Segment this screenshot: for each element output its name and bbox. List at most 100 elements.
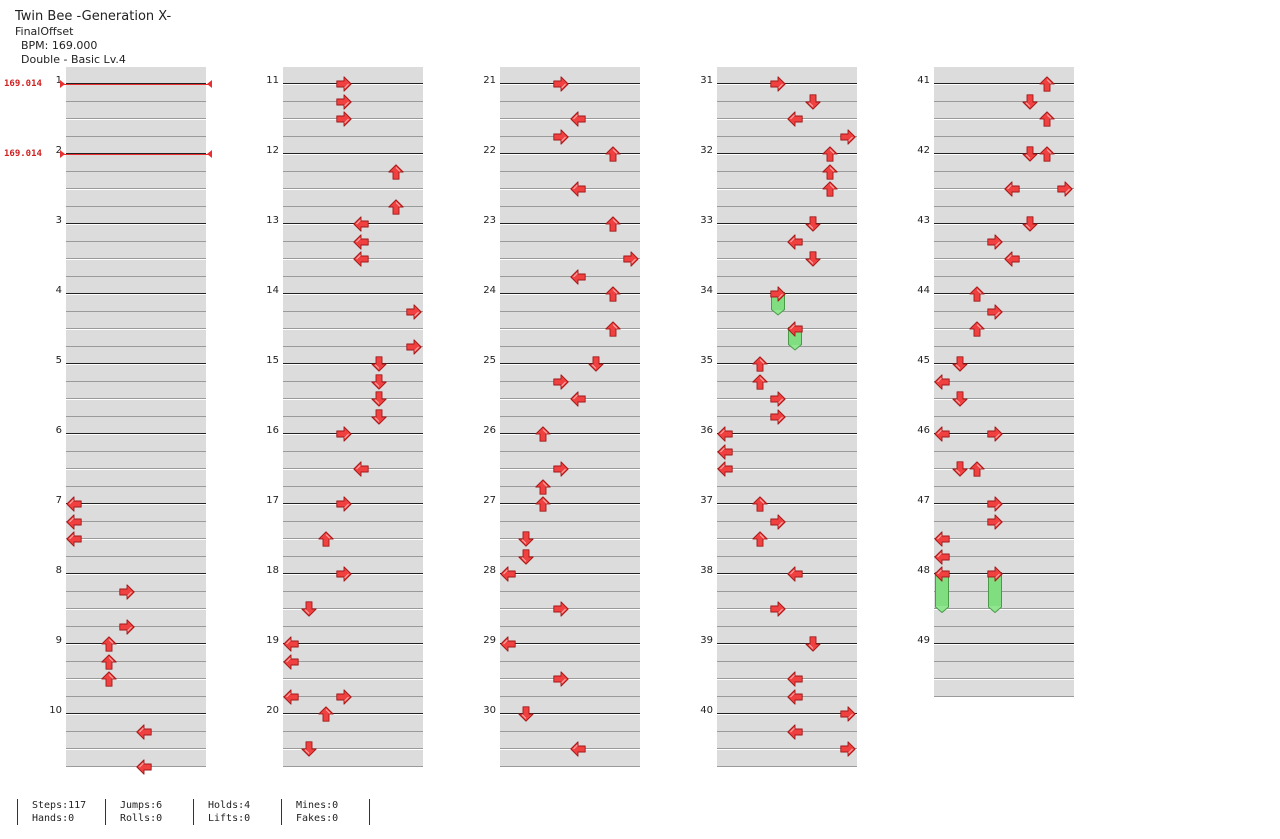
arrow-left-icon — [787, 688, 803, 705]
measure-line — [66, 433, 206, 434]
measure-number: 10 — [49, 705, 62, 716]
arrow-right-icon — [335, 688, 352, 705]
beat-band — [717, 224, 857, 242]
beat-band — [500, 67, 640, 84]
measure-number: 29 — [483, 635, 496, 646]
arrow-up-icon — [388, 198, 404, 215]
arrow-up-icon — [535, 496, 551, 512]
measure-line — [717, 223, 857, 224]
beat-band — [717, 679, 857, 697]
beat-band — [717, 347, 857, 364]
stats-divider — [369, 799, 371, 825]
beat-band — [934, 522, 1074, 539]
arrow-up-icon — [101, 653, 117, 670]
measure-line — [66, 223, 206, 224]
beat-band — [500, 487, 640, 504]
beat-band — [66, 434, 206, 452]
beat-band — [717, 417, 857, 434]
beat-band — [934, 539, 1074, 557]
arrow-right-icon — [118, 618, 135, 635]
beat-band — [283, 609, 423, 627]
measure-line — [500, 83, 640, 84]
arrow-left-icon — [353, 216, 369, 232]
measure-line — [66, 83, 206, 84]
measure: 34 — [700, 277, 857, 360]
chart-column: 11 12 13 14 15 16 17 18 19 20 — [266, 67, 423, 785]
measure-line — [717, 363, 857, 364]
arrow-left-icon — [500, 566, 516, 582]
measure: 15 — [266, 347, 423, 430]
measure: 29 — [483, 627, 640, 710]
measure-number: 16 — [266, 425, 279, 436]
beat-band — [500, 609, 640, 627]
beat-band — [66, 522, 206, 539]
arrow-up-icon — [1039, 76, 1055, 92]
beat-band — [500, 382, 640, 399]
chart-column: 21 22 23 24 25 26 27 28 29 30 — [483, 67, 640, 785]
arrow-down-icon — [951, 356, 968, 372]
measure-line — [934, 83, 1074, 84]
beat-band — [283, 627, 423, 644]
measure-number: 14 — [266, 285, 279, 296]
beat-band — [66, 697, 206, 714]
measure: 8 — [56, 557, 206, 640]
measure-number: 37 — [700, 495, 713, 506]
arrow-up-icon — [605, 216, 621, 232]
measure-number: 43 — [917, 215, 930, 226]
measure: 19 — [266, 627, 423, 710]
beat-band — [934, 662, 1074, 679]
measure: 28 — [483, 557, 640, 640]
measure-line — [500, 433, 640, 434]
measure-number: 1 — [55, 75, 62, 86]
measure-line — [283, 153, 423, 154]
beat-band — [717, 469, 857, 487]
arrow-down-icon — [1021, 146, 1038, 162]
measure-number: 41 — [917, 75, 930, 86]
measure-number: 44 — [917, 285, 930, 296]
song-title: Twin Bee -Generation X- — [15, 9, 172, 24]
arrow-down-icon — [804, 93, 821, 110]
arrow-left-icon — [1004, 181, 1020, 197]
bpm-change-label: 169.014 — [4, 149, 42, 159]
measure-number: 32 — [700, 145, 713, 156]
beat-band — [283, 172, 423, 189]
stat-mines: Mines:0 — [296, 800, 339, 811]
measure-line — [66, 573, 206, 574]
beat-band — [283, 224, 423, 242]
beat-band — [66, 662, 206, 679]
beat-band — [283, 522, 423, 539]
beat-band — [717, 644, 857, 662]
arrow-down-icon — [300, 741, 317, 757]
measure-number: 35 — [700, 355, 713, 366]
measure: 21 — [483, 67, 640, 150]
measure-number: 28 — [483, 565, 496, 576]
beat-band — [283, 84, 423, 102]
arrow-right-icon — [335, 111, 352, 127]
beat-band — [283, 137, 423, 154]
measure-number: 30 — [483, 705, 496, 716]
arrow-down-icon — [300, 601, 317, 617]
beat-band — [934, 609, 1074, 627]
beat-band — [717, 119, 857, 137]
arrow-right-icon — [622, 251, 639, 267]
arrow-left-icon — [353, 233, 369, 250]
beat-band — [500, 329, 640, 347]
measure: 5 — [56, 347, 206, 430]
beat-band — [283, 662, 423, 679]
beat-band — [934, 84, 1074, 102]
measure-line — [717, 713, 857, 714]
beat-band — [934, 312, 1074, 329]
beat-band — [717, 452, 857, 469]
beat-band — [500, 469, 640, 487]
arrow-right-icon — [335, 93, 352, 110]
beat-band — [283, 487, 423, 504]
measure-line — [66, 503, 206, 504]
beat-band — [717, 732, 857, 749]
arrow-up-icon — [101, 636, 117, 652]
bpm-change-label: 169.014 — [4, 79, 42, 89]
arrow-up-icon — [535, 478, 551, 495]
measure: 9 — [56, 627, 206, 710]
beat-band — [66, 364, 206, 382]
stat-group-mines: Mines:0 Fakes:0 — [281, 799, 369, 825]
chart-column: 41 42 43 44 45 46 47 48 49 — [917, 67, 1074, 785]
